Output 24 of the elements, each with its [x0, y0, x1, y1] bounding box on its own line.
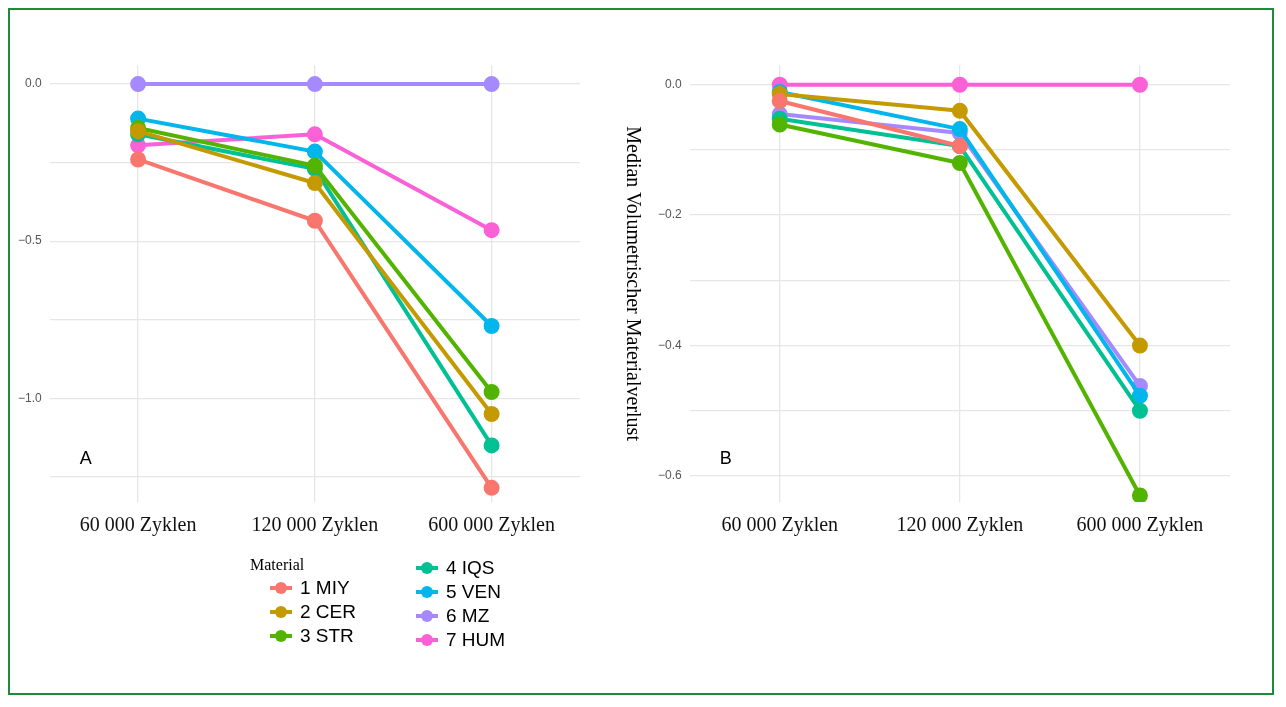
annotation: B — [719, 448, 732, 468]
y-tick-label: −0.2 — [657, 207, 682, 222]
legend-label: 5 VEN — [445, 581, 501, 603]
legend-label: 3 STR — [300, 625, 354, 647]
x-tick-label: 120 000 Zyklen — [251, 513, 379, 537]
x-tick-label: 60 000 Zyklen — [79, 513, 197, 537]
legend-title: Material — [250, 556, 306, 574]
legend-label: 2 CER — [300, 601, 356, 623]
y-tick-label: −0.6 — [657, 468, 682, 483]
legend-label: 6 MZ — [445, 605, 490, 627]
y-tick-label: 0.0 — [25, 76, 43, 91]
x-tick-label: 600 000 Zyklen — [1076, 513, 1204, 537]
y-tick-label: −0.4 — [657, 337, 682, 352]
y-tick-label: −1.0 — [17, 390, 42, 405]
x-tick-label: 120 000 Zyklen — [896, 513, 1024, 537]
legend-label: 4 IQS — [445, 557, 495, 579]
x-tick-label: 600 000 Zyklen — [428, 513, 555, 537]
y-tick-label: 0.0 — [665, 77, 683, 92]
y-axis-title: Median Volumetrischer Materialverlust — [622, 126, 645, 442]
annotation: A — [79, 448, 92, 468]
x-tick-label: 60 000 Zyklen — [721, 513, 839, 537]
legend-label: 7 HUM — [445, 629, 506, 651]
legend-label: 1 MIY — [300, 577, 350, 599]
y-tick-label: −0.5 — [17, 233, 42, 248]
